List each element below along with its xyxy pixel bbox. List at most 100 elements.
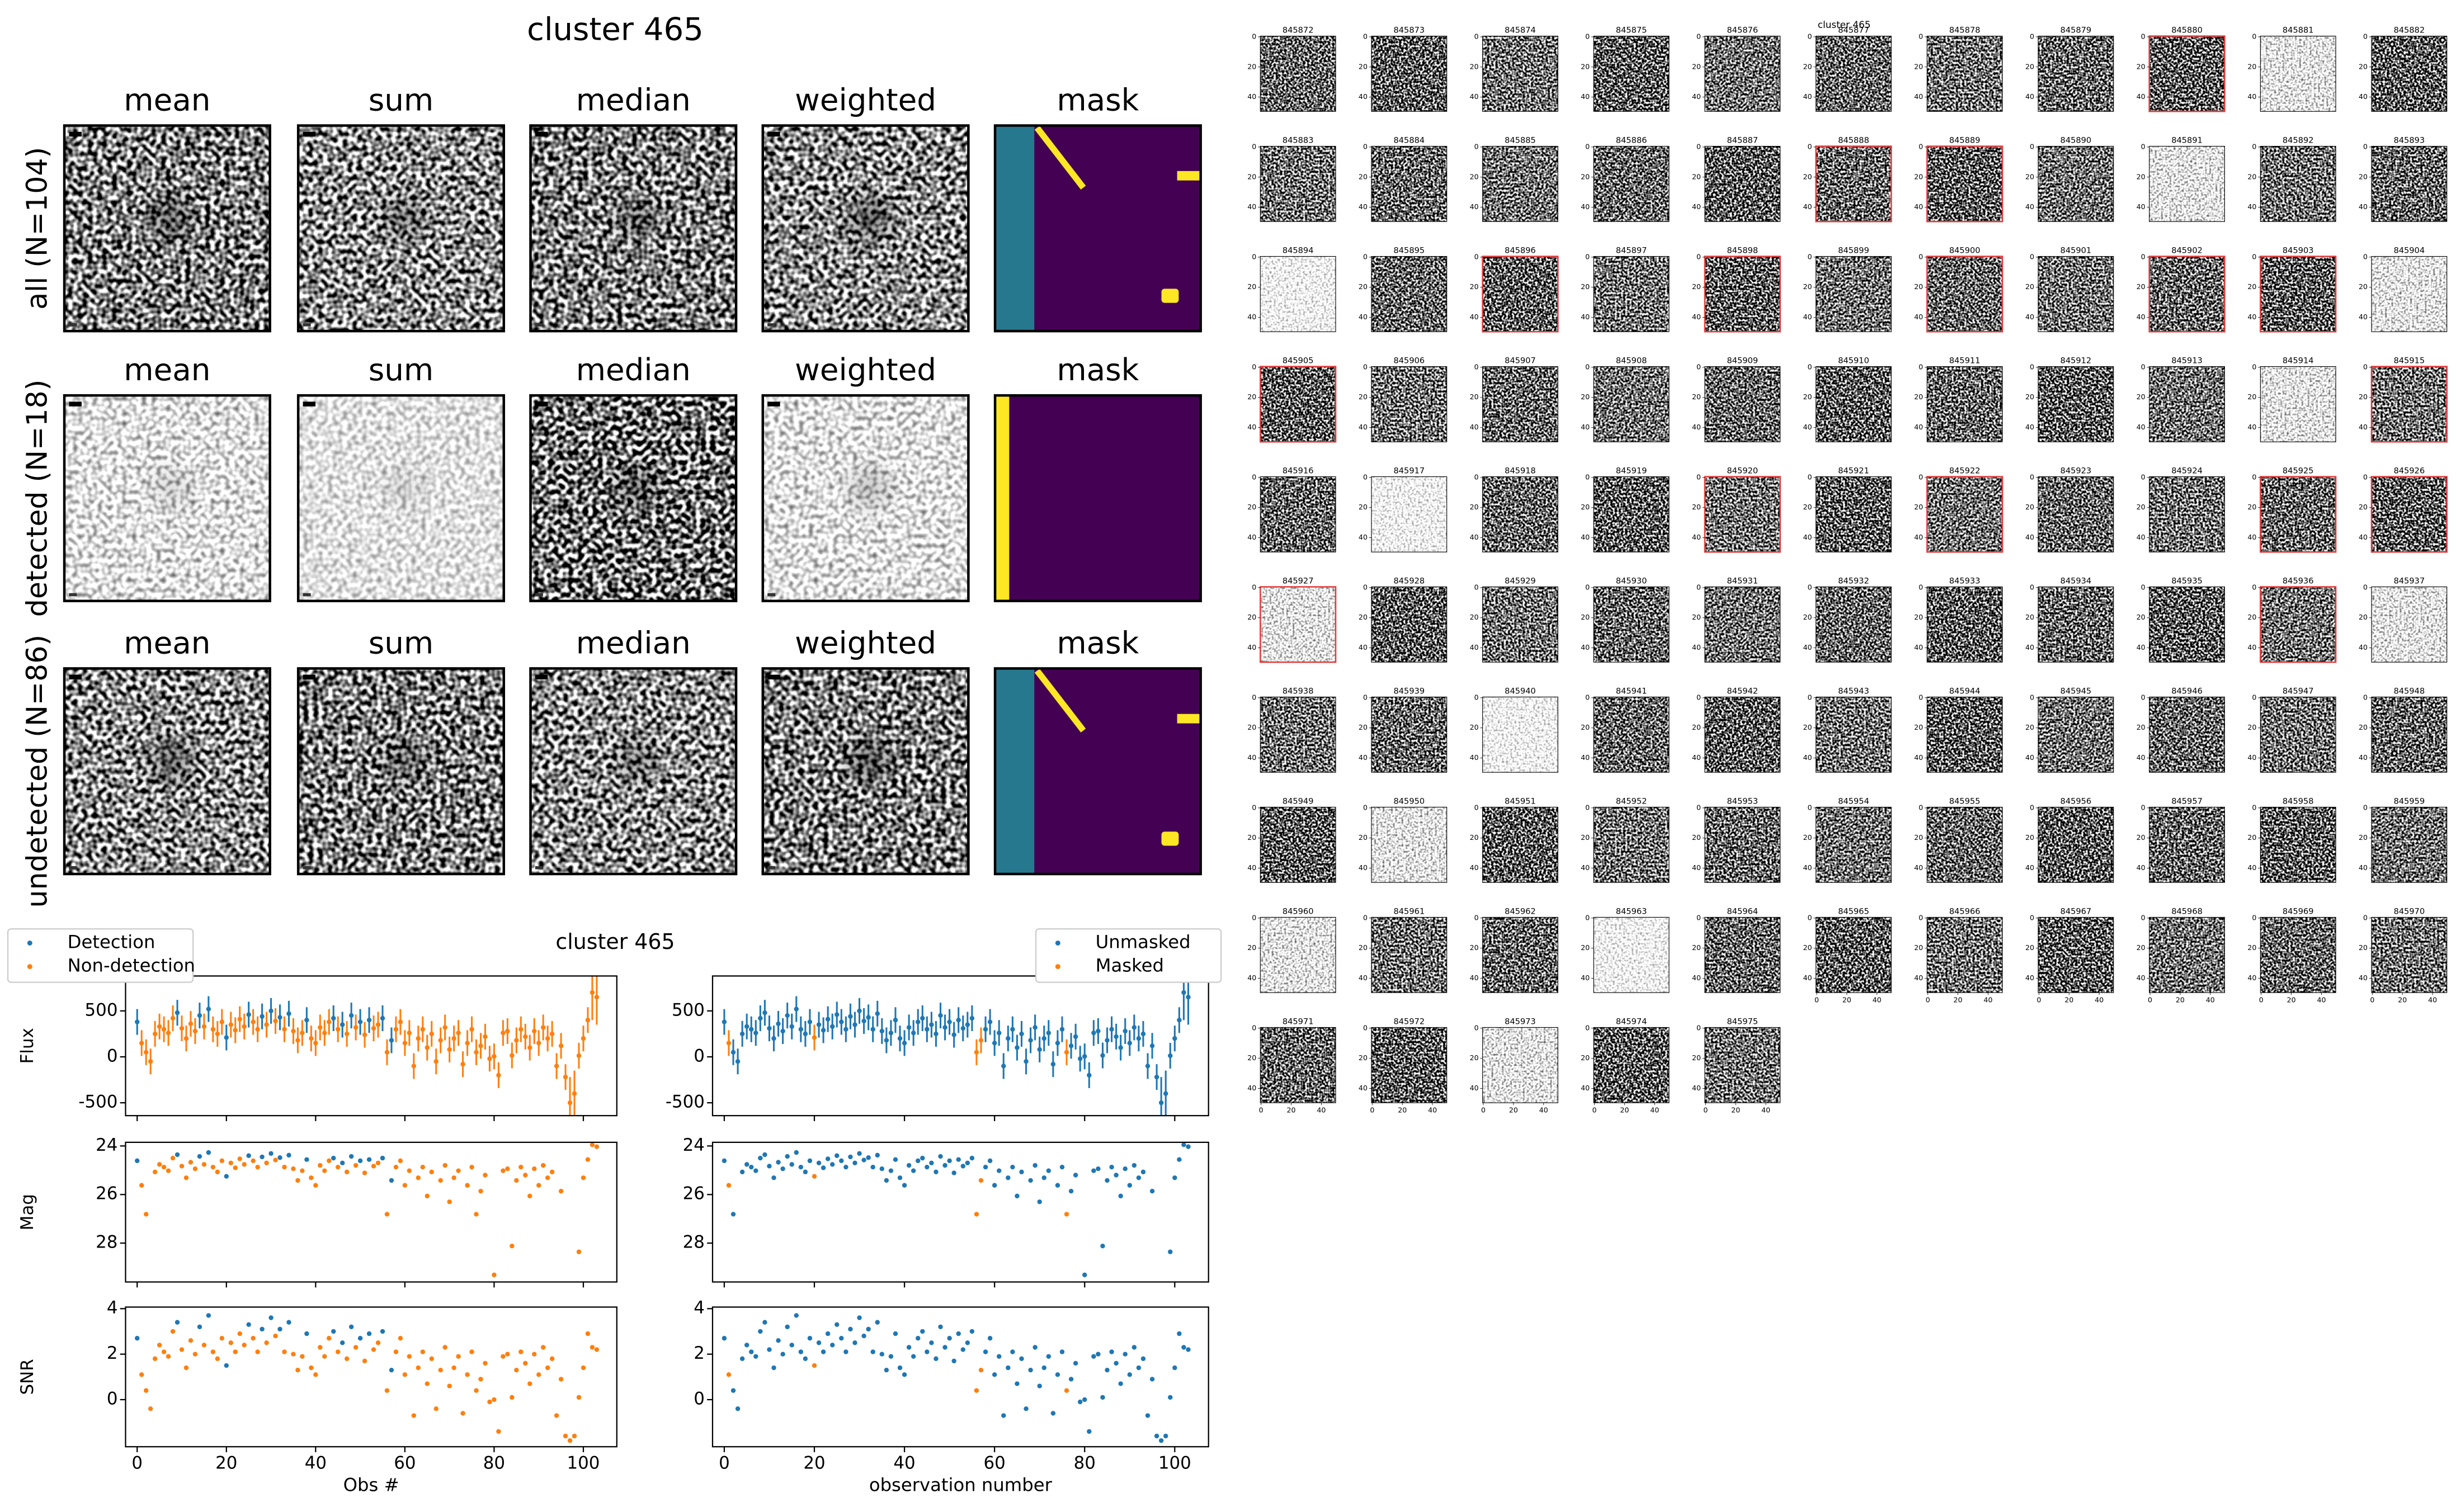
data-point [152,1356,158,1362]
data-point [518,1349,524,1354]
data-point [233,1165,238,1170]
data-point [812,1035,817,1040]
thumbnail-frame [2149,586,2225,663]
column-label: mask [1057,352,1139,388]
y-tick-label: 0 [694,1389,705,1409]
thumbnail-frame [1926,916,2003,993]
data-point [514,1367,519,1373]
data-point [789,1162,794,1167]
data-point [260,1326,265,1332]
thumbnail-image [1927,146,2003,222]
thumbnail-x-tick-label: 20 [2064,996,2073,1004]
thumbnail-image [1816,476,1892,552]
y-tick-label: 0 [107,1389,118,1409]
data-point [393,1164,399,1170]
thumbnail-frame [2260,145,2336,222]
thumbnail-image [1927,697,2003,773]
plot-area [722,1313,1191,1443]
thumbnail-x-tick-label: 20 [1398,1106,1407,1114]
thumbnail-image [2260,917,2336,993]
plot-area [135,1142,600,1278]
thumbnail-image [1260,917,1336,993]
thumbnail-y-tick-label: 40 [1470,202,1479,211]
thumbnail-id: 845969 [2283,907,2314,916]
data-point [336,1164,341,1170]
thumbnail-y-tick-label: 40 [1247,863,1256,872]
data-point [331,1329,336,1334]
data-point [268,1315,274,1320]
thumbnail-y-tick-label: 0 [1585,252,1590,261]
data-point [260,1154,265,1160]
data-point [1041,1175,1046,1180]
x-tick-label: 40 [305,1453,327,1473]
data-point [902,1041,907,1046]
thumbnail-y-tick-label: 0 [2030,362,2034,371]
data-point [942,1025,947,1030]
thumbnail-y-tick-label: 0 [1252,693,1256,701]
thumbnail-id: 845962 [1505,907,1536,916]
thumbnail-id: 845878 [1949,26,1981,35]
data-point [304,1331,309,1336]
data-point [785,1013,790,1018]
thumbnail-y-tick-label: 40 [1470,533,1479,541]
data-point [505,1352,510,1357]
data-point [749,1349,754,1354]
thumbnail-y-tick-label: 20 [2247,833,2256,842]
thumbnail-image [2149,36,2225,112]
data-point [929,1340,934,1345]
data-point [987,1019,993,1024]
data-point [916,1336,921,1341]
data-point [340,1340,345,1345]
data-point [572,1091,577,1096]
data-point [956,1157,961,1162]
thumbnail-id: 845883 [1283,136,1314,145]
data-point [1114,1034,1119,1040]
data-point [505,1028,510,1034]
thumbnail-frame [1371,586,1448,663]
thumbnail-y-tick-label: 20 [1692,723,1701,731]
thumbnail-y-tick-label: 0 [1808,142,1812,150]
data-point [753,1354,758,1359]
thumbnail-y-tick-label: 40 [2025,533,2034,541]
data-point [1100,1244,1105,1249]
thumbnail-image [2149,807,2225,883]
thumbnail-frame [2149,476,2225,552]
data-point [1149,1043,1155,1048]
data-point [1168,1249,1173,1254]
data-point [992,1183,997,1188]
thumbnail-y-tick-label: 40 [2247,423,2256,431]
data-point [726,1041,732,1046]
data-point [839,1336,844,1341]
data-point [758,1329,763,1334]
data-point [545,1036,550,1041]
data-point [929,1160,934,1165]
data-point [166,1354,171,1359]
data-point [771,1036,776,1041]
corner-mark [767,674,780,680]
thumbnail-y-tick-label: 20 [1359,1053,1368,1062]
thumbnail-y-tick-label: 0 [2363,803,2368,811]
thumbnail-id: 845964 [1727,907,1758,916]
thumbnail-y-tick-label: 0 [1696,1023,1701,1032]
data-point [1059,1349,1065,1354]
thumbnail-y-tick-label: 0 [1808,803,1812,811]
column-label: weighted [795,625,936,660]
data-point [730,1388,736,1393]
thumbnail-id: 845966 [1949,907,1981,916]
data-point [215,1031,220,1037]
thumbnail-y-tick-label: 40 [2359,313,2368,321]
data-point [237,1331,242,1336]
thumbnail-y-tick-label: 20 [1581,1053,1590,1062]
data-point [282,1164,287,1170]
data-point [264,1022,269,1027]
thumbnail-y-tick-label: 0 [2252,693,2256,701]
data-point [518,1027,524,1032]
mask-streak [1034,126,1086,190]
thumbnail-x-tick-label: 40 [1539,1106,1548,1114]
thumbnail-y-tick-label: 40 [1247,202,1256,211]
thumbnail-x-tick-label: 40 [1873,996,1882,1004]
data-point [536,1183,541,1188]
data-point [866,1015,871,1020]
data-point [478,1043,483,1048]
data-point [1140,1169,1146,1175]
